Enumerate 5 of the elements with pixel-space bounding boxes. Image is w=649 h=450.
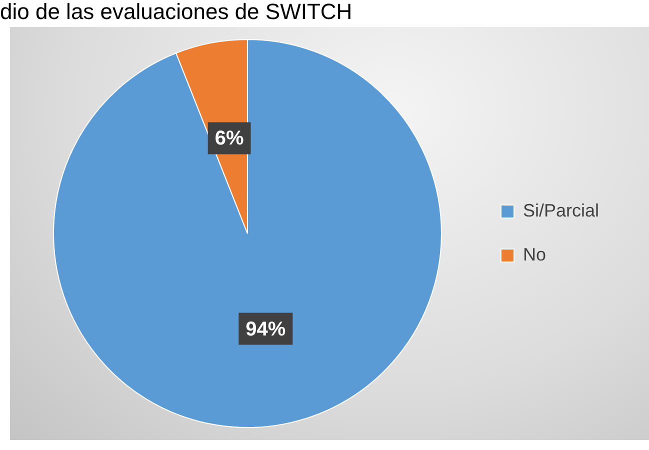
data-label: 94%	[246, 318, 286, 340]
legend-label: No	[522, 244, 546, 264]
legend-label: Si/Parcial	[522, 200, 600, 220]
data-label: 6%	[214, 128, 244, 150]
chart-title: dio de las evaluaciones de SWITCH	[0, 0, 352, 24]
